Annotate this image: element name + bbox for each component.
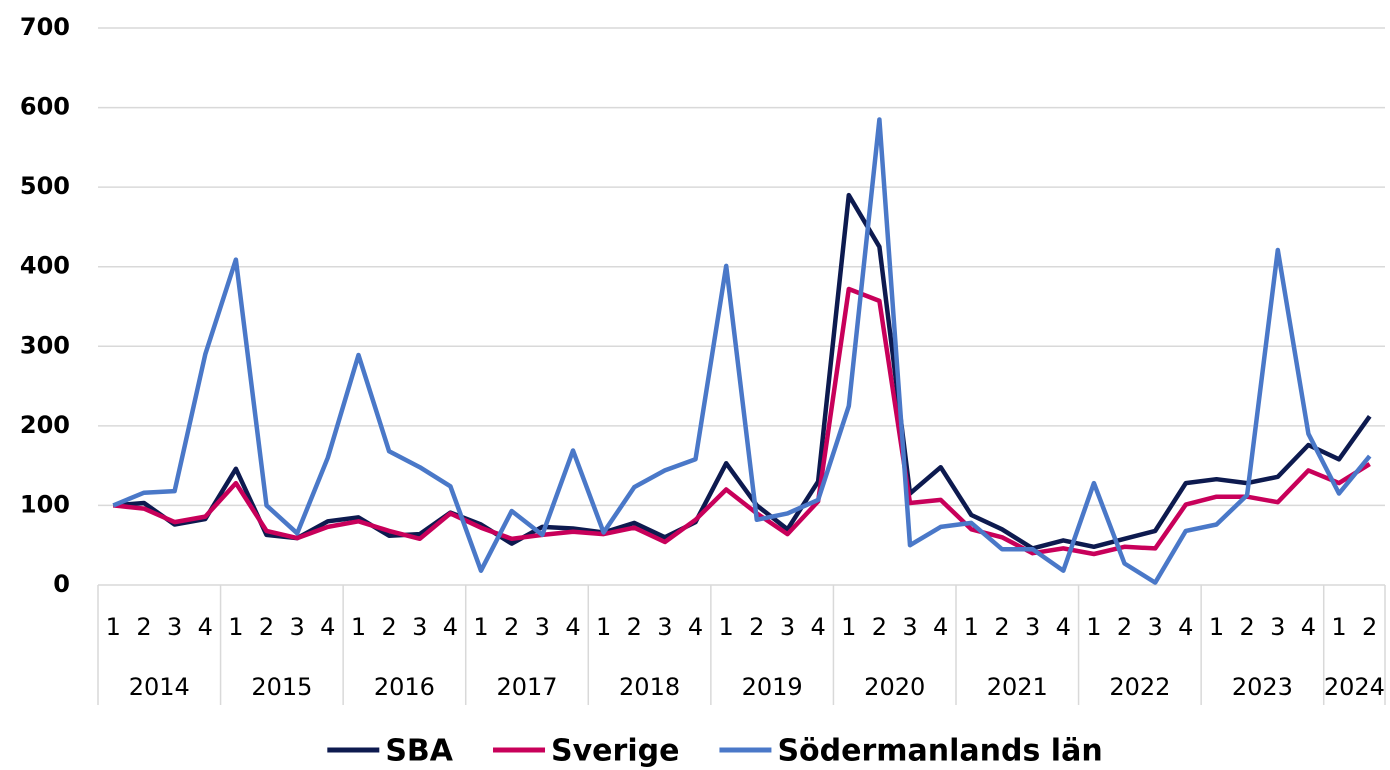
y-tick-label: 300 (20, 331, 70, 359)
x-tick-label: 4 (1056, 613, 1071, 641)
x-tick-label: 2 (749, 613, 764, 641)
x-tick-label: 1 (1209, 613, 1224, 641)
x-tick-label: 3 (167, 613, 182, 641)
x-tick-label: 2 (136, 613, 151, 641)
y-tick-label: 400 (20, 252, 70, 280)
group-label: 2014 (129, 673, 190, 701)
x-tick-label: 3 (1025, 613, 1040, 641)
x-tick-label: 3 (780, 613, 795, 641)
x-tick-label: 1 (1086, 613, 1101, 641)
group-label: 2020 (864, 673, 925, 701)
x-tick-label: 3 (535, 613, 550, 641)
x-tick-label: 2 (504, 613, 519, 641)
x-tick-label: 3 (902, 613, 917, 641)
x-tick-label: 2 (1117, 613, 1132, 641)
x-tick-label: 3 (1270, 613, 1285, 641)
x-tick-label: 3 (290, 613, 305, 641)
group-label: 2015 (251, 673, 312, 701)
x-tick-label: 1 (964, 613, 979, 641)
x-tick-label: 4 (810, 613, 825, 641)
x-tick-label: 1 (719, 613, 734, 641)
series-line (113, 192, 1372, 551)
x-tick-label: 2 (381, 613, 396, 641)
x-tick-label: 1 (841, 613, 856, 641)
y-tick-label: 0 (53, 570, 70, 598)
x-tick-label: 4 (933, 613, 948, 641)
group-label: 2024 (1324, 673, 1385, 701)
group-label: 2016 (374, 673, 435, 701)
x-tick-label: 4 (1178, 613, 1193, 641)
x-tick-label: 2 (994, 613, 1009, 641)
group-label: 2021 (987, 673, 1048, 701)
x-tick-label: 1 (228, 613, 243, 641)
group-label: 2022 (1109, 673, 1170, 701)
x-tick-label: 1 (1331, 613, 1346, 641)
group-label: 2019 (742, 673, 803, 701)
x-tick-label: 4 (565, 613, 580, 641)
legend-label: Sverige (551, 734, 679, 769)
x-tick-label: 4 (443, 613, 458, 641)
x-tick-label: 2 (259, 613, 274, 641)
y-tick-label: 500 (20, 172, 70, 200)
x-tick-label: 4 (1301, 613, 1316, 641)
x-tick-label: 2 (627, 613, 642, 641)
group-label: 2017 (496, 673, 557, 701)
legend-label: SBA (385, 734, 453, 769)
group-label: 2018 (619, 673, 680, 701)
x-tick-label: 4 (688, 613, 703, 641)
x-tick-label: 2 (1362, 613, 1377, 641)
y-tick-label: 100 (20, 490, 70, 518)
x-tick-label: 1 (106, 613, 121, 641)
y-tick-label: 200 (20, 411, 70, 439)
series-line (113, 286, 1371, 557)
x-tick-label: 2 (1239, 613, 1254, 641)
x-tick-label: 3 (412, 613, 427, 641)
x-tick-label: 1 (351, 613, 366, 641)
legend-label: Södermanlands län (777, 734, 1102, 769)
series-line (112, 117, 1372, 585)
x-tick-label: 2 (872, 613, 887, 641)
x-tick-label: 3 (1148, 613, 1163, 641)
x-tick-label: 1 (473, 613, 488, 641)
x-tick-label: 3 (657, 613, 672, 641)
y-tick-label: 600 (20, 93, 70, 121)
group-label: 2023 (1232, 673, 1293, 701)
y-tick-label: 700 (20, 13, 70, 41)
x-tick-label: 1 (596, 613, 611, 641)
x-tick-label: 4 (320, 613, 335, 641)
x-tick-label: 4 (198, 613, 213, 641)
